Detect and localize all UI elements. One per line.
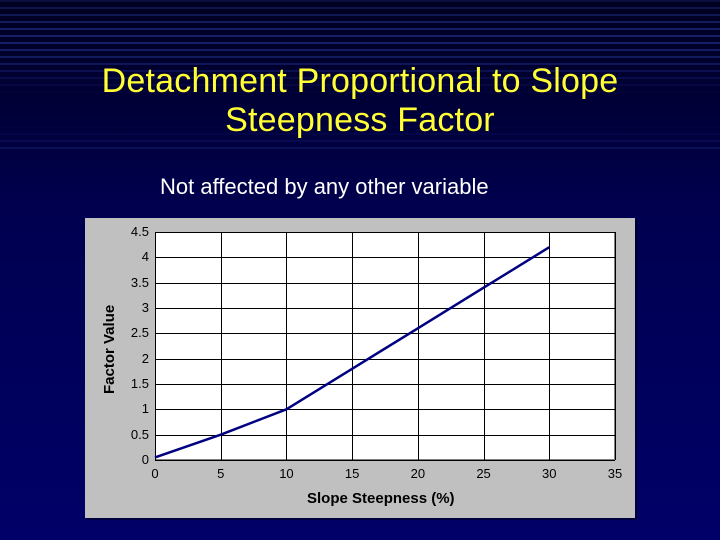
chart-panel: Factor Value Slope Steepness (%) 00.511.… <box>85 218 635 518</box>
slide-subtitle: Not affected by any other variable <box>160 174 560 200</box>
slide-title: Detachment Proportional to Slope Steepne… <box>80 62 640 140</box>
chart-line-series <box>85 218 635 518</box>
